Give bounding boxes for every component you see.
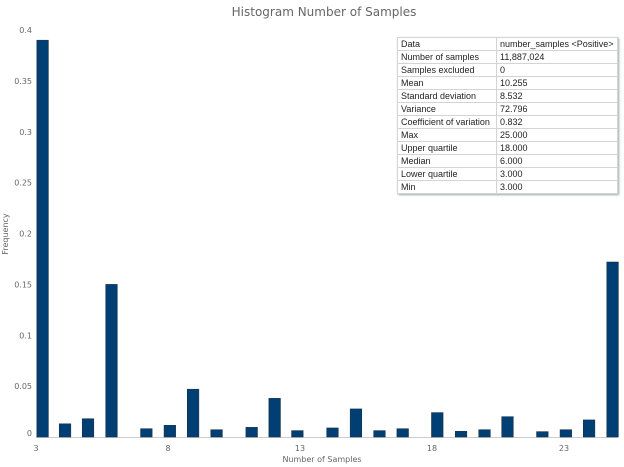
stats-row: Max 25.000 [397,128,618,142]
histogram-bar [140,428,153,438]
histogram-bar [187,388,200,438]
histogram-bar [454,431,468,438]
histogram-bar [326,427,339,438]
stat-value: 72.796 [496,102,618,116]
histogram-bar [559,429,572,438]
y-tick-label: 0.2 [19,230,32,239]
stat-label: Upper quartile [397,141,497,155]
histogram-bar [536,431,549,438]
y-tick-label: 0.4 [19,26,32,35]
histogram-bar [81,418,95,438]
statistics-table: Data number_samples <Positive> Number of s… [397,37,618,194]
stat-value: 0.832 [496,115,618,129]
stat-value: 10.255 [496,76,618,90]
histogram-bar [291,430,304,438]
stats-row: Samples excluded 0 [397,63,618,77]
stat-label: Median [397,154,497,168]
stat-label: Max [397,128,497,142]
stats-row: Number of samples 11,887,024 [397,50,618,64]
y-tick-label: 0.25 [14,179,32,188]
y-tick-label: 0.1 [19,331,32,340]
histogram-bar [210,429,223,438]
stat-label: Lower quartile [397,167,497,181]
histogram-bar [396,428,409,438]
histogram-bar [431,412,444,438]
stat-label: Variance [397,102,497,116]
x-tick-label: 3 [33,444,38,453]
histogram-bar [501,416,514,438]
stats-row: Lower quartile 3.000 [397,167,618,181]
chart-title: Histogram Number of Samples [232,5,417,19]
stats-row: Median 6.000 [397,154,618,168]
x-axis-label: Number of Samples [282,455,361,464]
stats-row: Variance 72.796 [397,102,618,116]
stat-value: 8.532 [496,89,618,103]
stat-value: number_samples <Positive> [496,37,618,51]
y-axis-label: Frequency [1,213,10,255]
stat-value: 6.000 [496,154,618,168]
histogram-bar [268,398,281,438]
x-tick-label: 23 [559,444,569,453]
stat-label: Data [397,37,497,51]
stats-row: Data number_samples <Positive> [397,37,618,51]
stats-row: Standard deviation 8.532 [397,89,618,103]
stat-label: Samples excluded [397,63,497,77]
stat-value: 18.000 [496,141,618,155]
y-tick-label: 0.35 [14,77,32,86]
histogram-bar [105,284,118,438]
y-tick-label: 0 [27,429,32,438]
x-tick-label: 8 [165,444,170,453]
stats-row: Mean 10.255 [397,76,618,90]
histogram-bar [583,419,596,438]
histogram-bar [245,427,258,438]
histogram-bar [349,408,363,438]
y-tick-label: 0.05 [14,382,32,391]
histogram-bar [58,423,72,438]
histogram-bar [163,425,176,438]
stats-row: Min 3.000 [397,180,618,194]
stat-value: 3.000 [496,167,618,181]
stat-value: 0 [496,63,618,77]
histogram-bar [478,429,491,438]
stat-label: Coefficient of variation [397,115,497,129]
stat-value: 25.000 [496,128,618,142]
stat-label: Mean [397,76,497,90]
stat-label: Min [397,180,497,194]
histogram-bar [606,261,619,438]
y-tick-label: 0.3 [19,128,32,137]
x-tick-label: 18 [427,444,437,453]
stat-label: Number of samples [397,50,497,64]
y-tick-label: 0.15 [14,280,32,289]
stat-value: 3.000 [496,180,618,194]
histogram-bar [373,430,386,438]
stat-label: Standard deviation [397,89,497,103]
x-tick-label: 13 [295,444,305,453]
stats-row: Upper quartile 18.000 [397,141,618,155]
histogram-bar [36,39,49,438]
stat-value: 11,887,024 [496,50,618,64]
stats-row: Coefficient of variation 0.832 [397,115,618,129]
